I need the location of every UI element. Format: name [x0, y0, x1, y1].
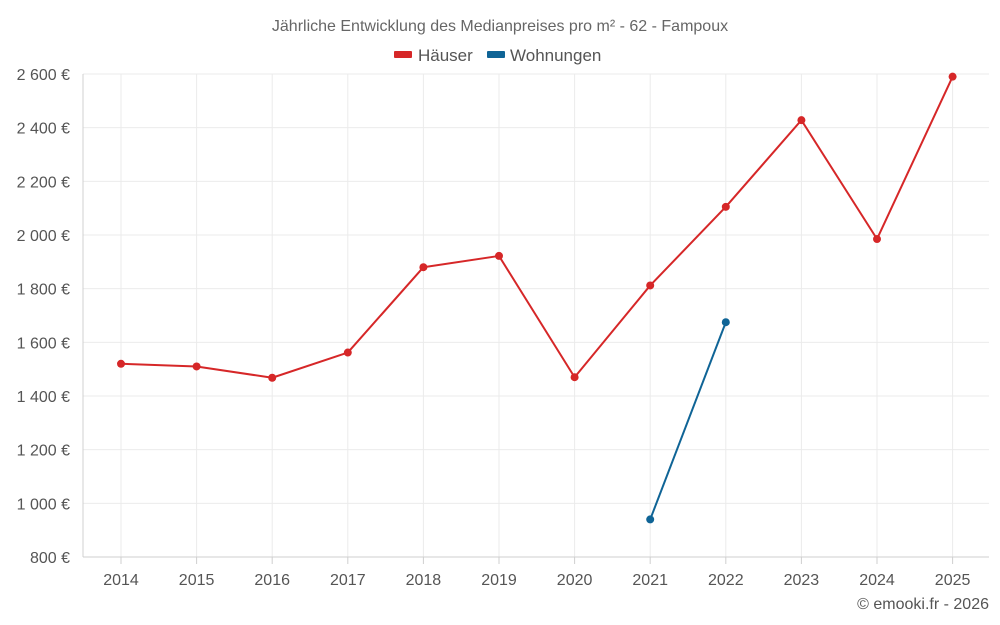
y-tick-label: 2 400 €: [17, 121, 70, 138]
data-point[interactable]: [797, 116, 806, 125]
x-tick-label: 2022: [708, 572, 744, 589]
legend-swatch: [394, 51, 412, 58]
y-tick-label: 2 000 €: [17, 228, 70, 245]
x-tick-label: 2024: [859, 572, 895, 589]
legend-label: Häuser: [418, 46, 473, 65]
grid: [83, 73, 989, 558]
data-point[interactable]: [948, 72, 957, 81]
data-point[interactable]: [268, 373, 277, 382]
data-point[interactable]: [721, 202, 730, 211]
series-wohnungen: [646, 318, 730, 524]
data-point[interactable]: [873, 235, 881, 244]
y-tick-label: 1 400 €: [17, 389, 70, 406]
series-line: [649, 321, 727, 520]
data-point[interactable]: [117, 359, 125, 368]
chart-title: Jährliche Entwicklung des Medianpreises …: [272, 18, 728, 35]
legend-label: Wohnungen: [510, 46, 601, 65]
y-tick-label: 800 €: [30, 550, 70, 567]
x-tick-label: 2020: [557, 572, 593, 589]
data-point[interactable]: [646, 515, 655, 524]
legend-item-haeuser[interactable]: Häuser: [394, 46, 473, 65]
y-tick-label: 1 200 €: [17, 443, 70, 460]
data-point[interactable]: [192, 362, 201, 371]
y-tick-label: 1 600 €: [17, 335, 70, 352]
series-line: [120, 76, 954, 379]
x-tick-label: 2015: [179, 572, 215, 589]
x-tick-label: 2014: [103, 572, 139, 589]
data-point[interactable]: [646, 281, 655, 290]
x-tick-label: 2017: [330, 572, 366, 589]
legend-swatch: [487, 51, 505, 58]
data-point[interactable]: [495, 251, 503, 260]
x-tick-label: 2025: [935, 572, 971, 589]
y-tick-label: 1 000 €: [17, 496, 70, 513]
x-tick-label: 2016: [254, 572, 290, 589]
y-axis: 2 600 € 2 400 € 2 200 € 2 000 € 1 800 € 1 600…: [17, 67, 84, 567]
data-point[interactable]: [570, 373, 579, 382]
y-tick-label: 1 800 €: [17, 282, 70, 299]
x-tick-label: 2018: [406, 572, 442, 589]
data-point[interactable]: [721, 318, 730, 327]
series-layer: [117, 72, 957, 524]
credit-text: © emooki.fr - 2026: [857, 596, 989, 613]
legend-item-wohnungen[interactable]: Wohnungen: [487, 46, 601, 65]
x-tick-label: 2021: [632, 572, 668, 589]
data-point[interactable]: [343, 348, 352, 357]
y-tick-label: 2 200 €: [17, 174, 70, 191]
x-axis: 2014 2015 2016 2017 2018 2019 2020 2021 2022 2023…: [83, 556, 989, 589]
y-tick-label: 2 600 €: [17, 67, 70, 84]
data-point[interactable]: [419, 263, 428, 272]
legend[interactable]: Häuser Wohnungen: [394, 46, 601, 65]
x-tick-label: 2023: [784, 572, 820, 589]
x-tick-label: 2019: [481, 572, 517, 589]
series-haeuser: [117, 72, 957, 382]
